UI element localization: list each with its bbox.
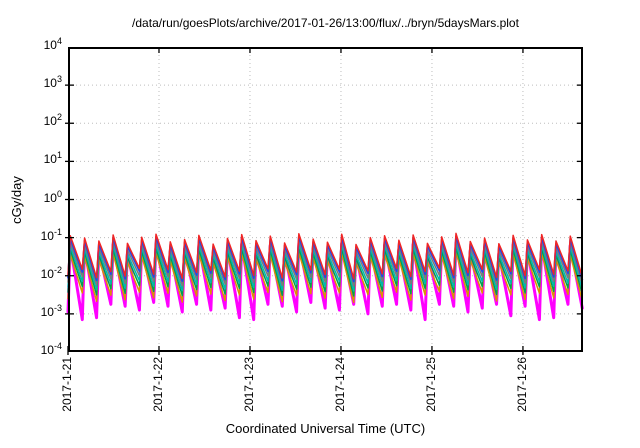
- y-tick-label: 10-1: [40, 226, 62, 243]
- y-tick-label: 10-4: [40, 341, 62, 358]
- x-tick-label: 2017-1-23: [241, 357, 256, 412]
- y-axis-label: cGy/day: [9, 176, 24, 224]
- y-tick-label: 103: [43, 74, 62, 91]
- y-tick-label: 10-2: [40, 264, 62, 281]
- plot-area: [65, 47, 584, 355]
- chart-title: /data/run/goesPlots/archive/2017-01-26/1…: [132, 16, 519, 30]
- x-tick-label: 2017-1-21: [60, 357, 74, 412]
- x-tick-label: 2017-1-26: [514, 357, 529, 412]
- dose-red: [67, 232, 584, 280]
- y-tick-label: 101: [43, 150, 62, 167]
- y-tick-label: 102: [43, 112, 62, 129]
- y-tick-label: 104: [43, 36, 62, 53]
- y-tick-label: 10-3: [40, 302, 62, 319]
- x-axis-label: Coordinated Universal Time (UTC): [225, 421, 426, 436]
- dose-orange: [67, 251, 584, 304]
- dose-cyan: [67, 242, 584, 292]
- dose-green: [67, 246, 584, 297]
- x-tick-label: 2017-1-24: [332, 357, 347, 412]
- y-tick-label: 100: [43, 188, 62, 205]
- dose-magenta: [66, 241, 584, 322]
- x-tick-label: 2017-1-22: [150, 357, 165, 412]
- dose-blue: [67, 235, 584, 283]
- dose-gray: [67, 239, 584, 287]
- x-tick-label: 2017-1-25: [423, 357, 438, 412]
